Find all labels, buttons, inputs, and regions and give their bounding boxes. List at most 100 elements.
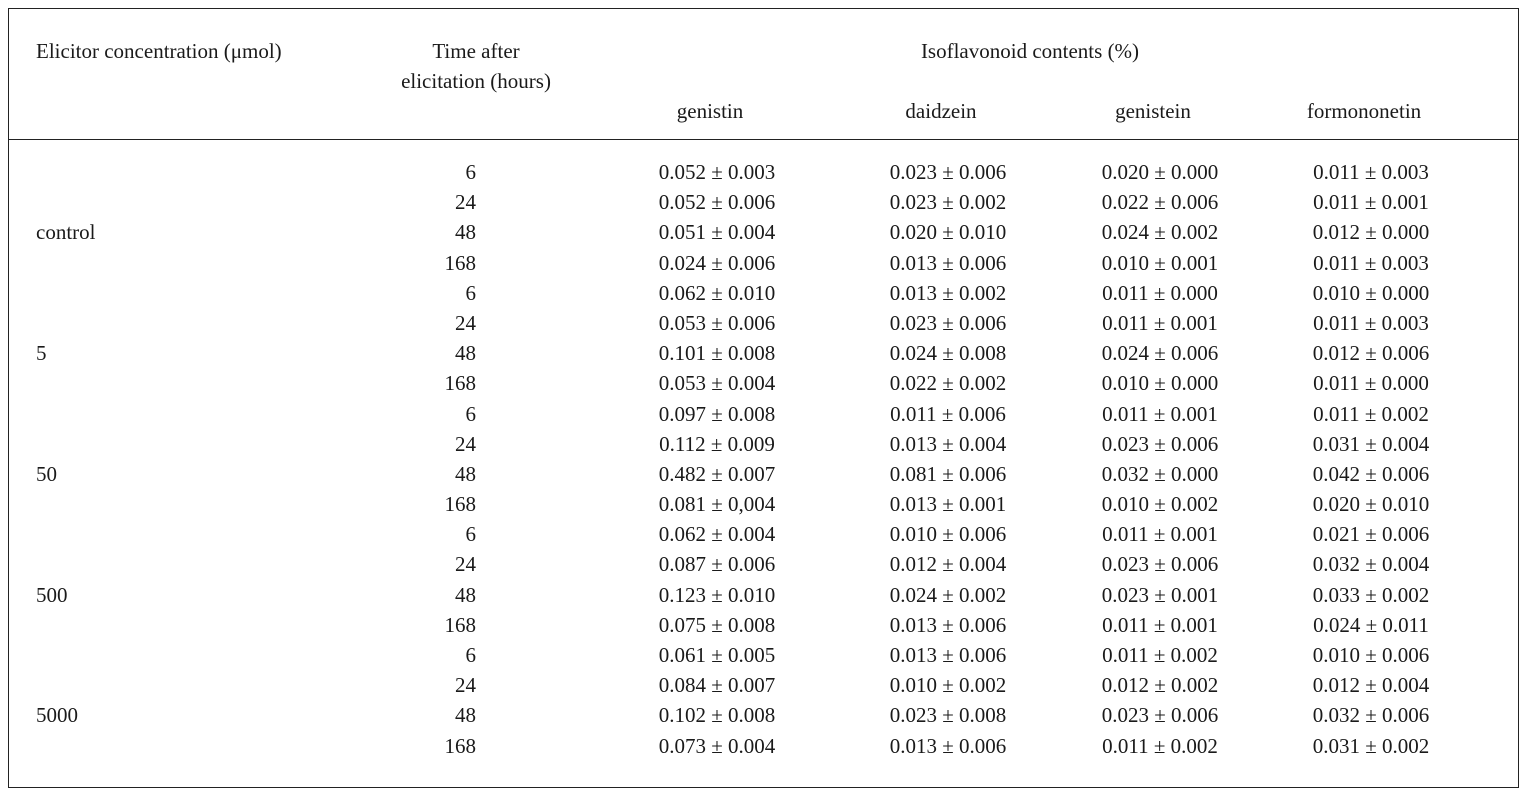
table-row: 6 0.052 ± 0.003 0.023 ± 0.006 0.020 ± 0.000… <box>0 157 1529 187</box>
cell-genistein: 0.023 ± 0.006 <box>1101 552 1219 577</box>
header-isoflavonoid-contents: Isoflavonoid contents (%) <box>920 39 1140 63</box>
cell-daidzein: 0.081 ± 0.006 <box>889 461 1007 486</box>
cell-formononetin: 0.042 ± 0.006 <box>1312 461 1430 486</box>
table-row: 168 0.073 ± 0.004 0.013 ± 0.006 0.011 ± 0.0… <box>0 731 1529 761</box>
cell-genistin: 0.024 ± 0.006 <box>658 250 776 275</box>
cell-time: 24 <box>455 431 476 456</box>
cell-concentration: control <box>36 220 96 245</box>
header-genistin: genistin <box>676 99 744 123</box>
cell-genistin: 0.061 ± 0.005 <box>658 643 776 667</box>
cell-time: 24 <box>455 190 476 215</box>
cell-time: 168 <box>444 612 477 637</box>
cell-genistein: 0.020 ± 0.000 <box>1101 160 1219 184</box>
cell-time: 168 <box>444 250 477 275</box>
header-genistein: genistein <box>1115 99 1191 123</box>
table-row: 168 0.024 ± 0.006 0.013 ± 0.006 0.010 ± 0.0… <box>0 248 1529 278</box>
cell-genistein: 0.011 ± 0.002 <box>1102 733 1218 758</box>
cell-time: 24 <box>455 673 476 698</box>
cell-formononetin: 0.011 ± 0.003 <box>1313 250 1429 275</box>
cell-time: 6 <box>465 643 477 667</box>
cell-daidzein: 0.024 ± 0.008 <box>889 341 1007 366</box>
cell-genistin: 0.053 ± 0.004 <box>658 371 776 396</box>
table-body: 6 0.052 ± 0.003 0.023 ± 0.006 0.020 ± 0.000… <box>0 157 1529 761</box>
cell-formononetin: 0.011 ± 0.000 <box>1313 371 1429 396</box>
cell-genistein: 0.011 ± 0.001 <box>1102 612 1218 637</box>
cell-formononetin: 0.011 ± 0.003 <box>1313 310 1429 335</box>
table-row: 500 48 0.123 ± 0.010 0.024 ± 0.002 0.023 ± 0… <box>0 580 1529 610</box>
cell-daidzein: 0.011 ± 0.006 <box>890 401 1006 426</box>
cell-genistin: 0.112 ± 0.009 <box>659 431 775 456</box>
cell-genistein: 0.022 ± 0.006 <box>1101 190 1219 215</box>
cell-genistin: 0.075 ± 0.008 <box>658 612 776 637</box>
cell-genistin: 0.062 ± 0.010 <box>658 280 776 305</box>
header-time-after-elicitation: Time after elicitation (hours) <box>376 36 576 96</box>
header-formononetin: formononetin <box>1306 99 1422 123</box>
cell-formononetin: 0.020 ± 0.010 <box>1312 492 1430 517</box>
cell-genistein: 0.023 ± 0.006 <box>1101 703 1219 728</box>
cell-formononetin: 0.010 ± 0.006 <box>1312 643 1430 667</box>
cell-daidzein: 0.013 ± 0.004 <box>889 431 1007 456</box>
header-elicitor-concentration: Elicitor concentration (μmol) <box>36 39 282 63</box>
cell-genistein: 0.011 ± 0.000 <box>1102 280 1218 305</box>
table-row: 168 0.075 ± 0.008 0.013 ± 0.006 0.011 ± 0.0… <box>0 610 1529 640</box>
cell-genistein: 0.010 ± 0.001 <box>1101 250 1219 275</box>
cell-genistein: 0.032 ± 0.000 <box>1101 461 1219 486</box>
table-row: 24 0.053 ± 0.006 0.023 ± 0.006 0.011 ± 0.00… <box>0 308 1529 338</box>
cell-daidzein: 0.024 ± 0.002 <box>889 582 1007 607</box>
table-row: 168 0.053 ± 0.004 0.022 ± 0.002 0.010 ± 0.0… <box>0 368 1529 398</box>
cell-formononetin: 0.032 ± 0.006 <box>1312 703 1430 728</box>
cell-formononetin: 0.031 ± 0.002 <box>1312 733 1430 758</box>
table-row: 168 0.081 ± 0,004 0.013 ± 0.001 0.010 ± 0.0… <box>0 489 1529 519</box>
cell-formononetin: 0.010 ± 0.000 <box>1312 280 1430 305</box>
table-row: 50 48 0.482 ± 0.007 0.081 ± 0.006 0.032 ± 0.… <box>0 459 1529 489</box>
cell-formononetin: 0.011 ± 0.002 <box>1313 401 1429 426</box>
cell-formononetin: 0.012 ± 0.000 <box>1312 220 1430 245</box>
header-time-line2: elicitation (hours) <box>401 69 551 93</box>
cell-genistin: 0.097 ± 0.008 <box>658 401 776 426</box>
cell-daidzein: 0.023 ± 0.006 <box>889 160 1007 184</box>
cell-genistin: 0.073 ± 0.004 <box>658 733 776 758</box>
cell-formononetin: 0.032 ± 0.004 <box>1312 552 1430 577</box>
cell-daidzein: 0.020 ± 0.010 <box>889 220 1007 245</box>
cell-time: 48 <box>455 341 476 366</box>
cell-daidzein: 0.013 ± 0.001 <box>889 492 1007 517</box>
cell-time: 168 <box>444 492 477 517</box>
cell-genistin: 0.102 ± 0.008 <box>658 703 776 728</box>
cell-formononetin: 0.024 ± 0.011 <box>1313 612 1429 637</box>
table-row: control 48 0.051 ± 0.004 0.020 ± 0.010 0.024… <box>0 217 1529 247</box>
cell-genistin: 0.062 ± 0.004 <box>658 522 776 547</box>
cell-daidzein: 0.023 ± 0.006 <box>889 310 1007 335</box>
cell-time: 6 <box>465 401 477 426</box>
table-row: 5000 48 0.102 ± 0.008 0.023 ± 0.008 0.023 ± … <box>0 700 1529 730</box>
cell-daidzein: 0.013 ± 0.006 <box>889 643 1007 667</box>
cell-genistein: 0.011 ± 0.001 <box>1102 310 1218 335</box>
cell-genistin: 0.084 ± 0.007 <box>658 673 776 698</box>
cell-genistein: 0.012 ± 0.002 <box>1101 673 1219 698</box>
cell-time: 48 <box>455 220 476 245</box>
cell-daidzein: 0.013 ± 0.006 <box>889 612 1007 637</box>
cell-genistein: 0.011 ± 0.002 <box>1102 643 1218 667</box>
cell-daidzein: 0.022 ± 0.002 <box>889 371 1007 396</box>
cell-time: 24 <box>455 310 476 335</box>
cell-genistin: 0.101 ± 0.008 <box>658 341 776 366</box>
table-row: 5 48 0.101 ± 0.008 0.024 ± 0.008 0.024 ± 0.0… <box>0 338 1529 368</box>
cell-daidzein: 0.023 ± 0.002 <box>889 190 1007 215</box>
cell-concentration: 50 <box>36 461 57 486</box>
cell-daidzein: 0.013 ± 0.006 <box>889 733 1007 758</box>
header-divider <box>8 139 1519 140</box>
cell-concentration: 5000 <box>36 703 78 728</box>
cell-genistin: 0.087 ± 0.006 <box>658 552 776 577</box>
cell-genistin: 0.051 ± 0.004 <box>658 220 776 245</box>
table-row: 6 0.062 ± 0.010 0.013 ± 0.002 0.011 ± 0.000… <box>0 278 1529 308</box>
header-time-line1: Time after <box>432 39 520 63</box>
cell-genistein: 0.011 ± 0.001 <box>1102 401 1218 426</box>
cell-time: 24 <box>455 552 476 577</box>
cell-genistein: 0.023 ± 0.006 <box>1101 431 1219 456</box>
table-row: 24 0.052 ± 0.006 0.023 ± 0.002 0.022 ± 0.00… <box>0 187 1529 217</box>
cell-daidzein: 0.012 ± 0.004 <box>889 552 1007 577</box>
cell-time: 6 <box>465 160 477 184</box>
cell-genistin: 0.053 ± 0.006 <box>658 310 776 335</box>
table-frame <box>8 8 1519 788</box>
table-row: 6 0.061 ± 0.005 0.013 ± 0.006 0.011 ± 0.002… <box>0 640 1529 670</box>
cell-genistin: 0.052 ± 0.006 <box>658 190 776 215</box>
